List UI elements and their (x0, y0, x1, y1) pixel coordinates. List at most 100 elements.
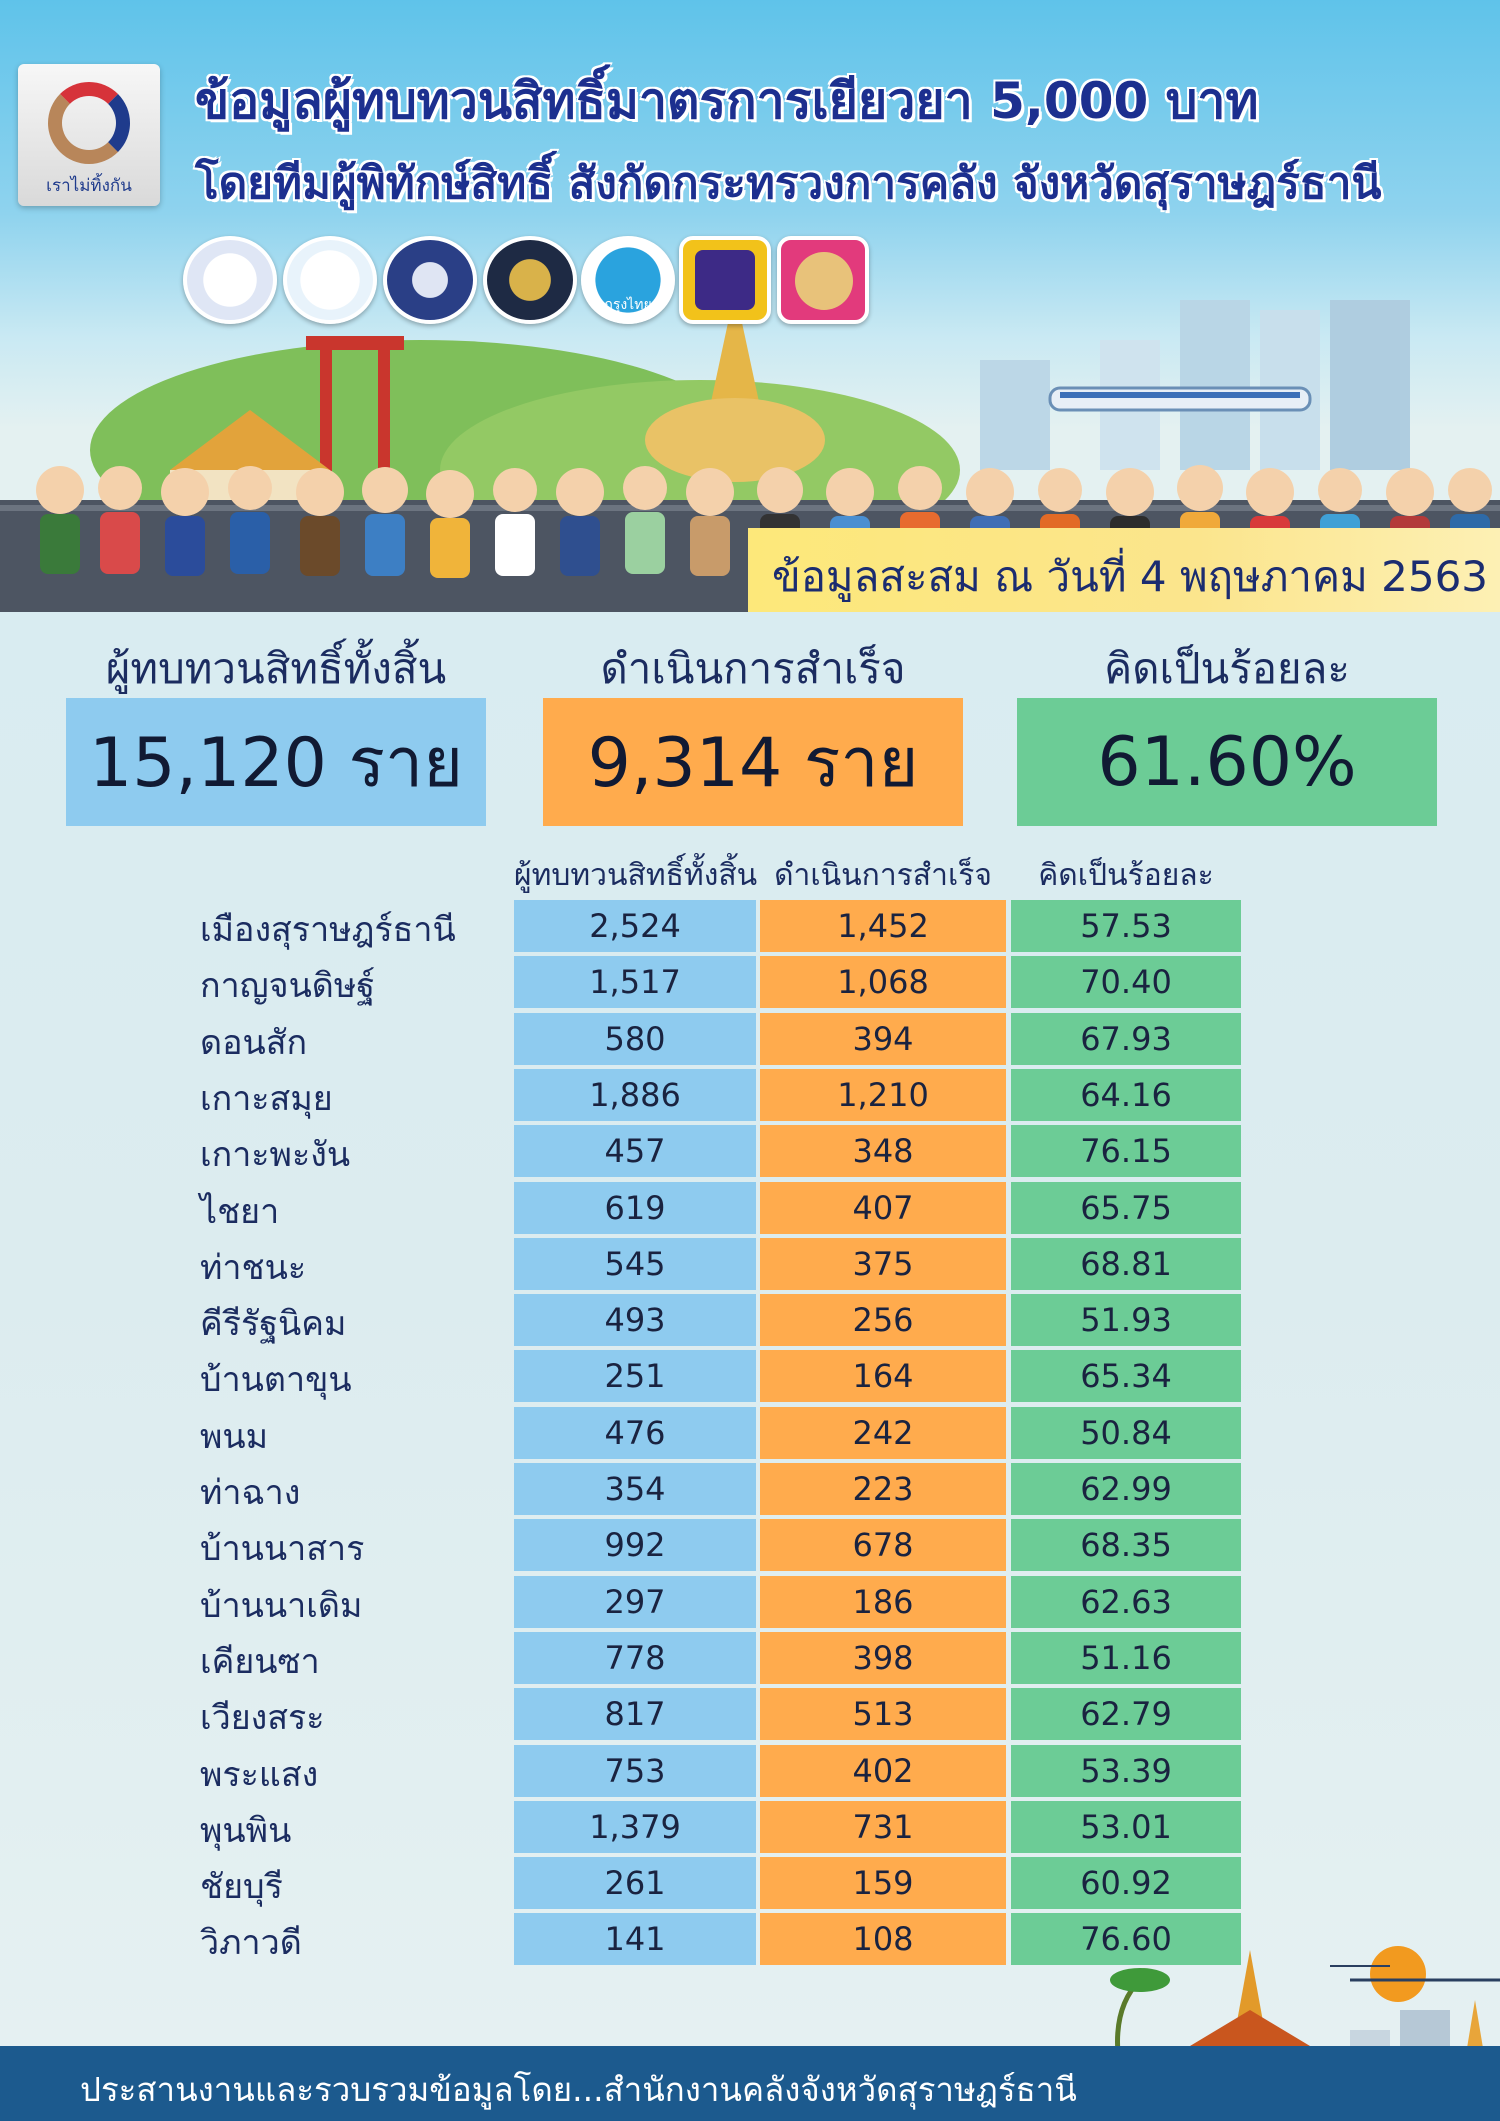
logo-text: เราไม่ทิ้งกัน (46, 176, 132, 196)
district-name: เคียนซา (200, 1641, 320, 1682)
district-name: พนม (200, 1416, 269, 1457)
summary-done-value: 9,314 ราย (543, 698, 963, 826)
total-cell: 2,524 (514, 900, 756, 952)
done-cell: 256 (760, 1294, 1006, 1347)
done-cell: 407 (760, 1181, 1006, 1234)
pct-cell: 76.15 (1011, 1125, 1241, 1178)
total-cell: 619 (514, 1181, 756, 1234)
done-cell: 242 (760, 1406, 1006, 1459)
footer-bar (0, 2046, 1500, 2121)
table-row: พนม 476 242 50.84 (0, 1406, 1500, 1459)
total-cell: 753 (514, 1744, 756, 1797)
government-savings-bank-icon (679, 236, 771, 324)
total-cell: 778 (514, 1631, 756, 1684)
pct-cell: 57.53 (1011, 900, 1241, 952)
total-cell: 261 (514, 1857, 756, 1910)
pct-cell: 51.93 (1011, 1294, 1241, 1347)
table-row: ท่าฉาง 354 223 62.99 (0, 1463, 1500, 1515)
district-name: ชัยบุรี (200, 1867, 283, 1908)
done-cell: 375 (760, 1237, 1006, 1290)
treasury-seal-icon (283, 236, 377, 324)
district-name: พุนพิน (200, 1810, 292, 1851)
krungthai-bank-icon: กรุงไทย (581, 236, 675, 324)
table-row: ท่าชนะ 545 375 68.81 (0, 1237, 1500, 1290)
city-illustration (0, 300, 1500, 612)
total-cell: 580 (514, 1012, 756, 1065)
column-header-pct: คิดเป็นร้อยละ (1038, 858, 1214, 893)
pct-cell: 70.40 (1011, 956, 1241, 1009)
table-row: กาญจนดิษฐ์ 1,517 1,068 70.40 (0, 956, 1500, 1009)
district-name: เกาะสมุย (200, 1078, 333, 1119)
district-name: พระแสง (200, 1754, 319, 1795)
summary-pct-label: คิดเป็นร้อยละ (1104, 644, 1350, 693)
total-cell: 1,379 (514, 1800, 756, 1853)
table-row: ดอนสัก 580 394 67.93 (0, 1012, 1500, 1065)
summary-pct-value: 61.60% (1017, 698, 1437, 826)
campaign-logo: เราไม่ทิ้งกัน (18, 64, 160, 206)
district-name: บ้านนาเดิม (200, 1585, 363, 1626)
summary-done-label: ดำเนินการสำเร็จ (600, 644, 906, 693)
pct-cell: 65.75 (1011, 1181, 1241, 1234)
district-name: เกาะพะงัน (200, 1135, 351, 1176)
pct-cell: 62.99 (1011, 1463, 1241, 1515)
district-name: ท่าฉาง (200, 1473, 301, 1513)
done-cell: 402 (760, 1744, 1006, 1797)
summary-total-label: ผู้ทบทวนสิทธิ์ทั้งสิ้น (105, 644, 447, 693)
done-cell: 108 (760, 1913, 1006, 1966)
table-row: พุนพิน 1,379 731 53.01 (0, 1800, 1500, 1853)
district-name: คีรีรัฐนิคม (200, 1304, 347, 1345)
table-row: คีรีรัฐนิคม 493 256 51.93 (0, 1294, 1500, 1347)
pct-cell: 50.84 (1011, 1406, 1241, 1459)
done-cell: 398 (760, 1631, 1006, 1684)
table-row: เคียนซา 778 398 51.16 (0, 1631, 1500, 1684)
total-cell: 251 (514, 1350, 756, 1403)
table-row: วิภาวดี 141 108 76.60 (0, 1913, 1500, 1966)
table-row: เวียงสระ 817 513 62.79 (0, 1688, 1500, 1741)
table-row: บ้านตาขุน 251 164 65.34 (0, 1350, 1500, 1403)
done-cell: 164 (760, 1350, 1006, 1403)
district-name: ดอนสัก (200, 1022, 308, 1063)
total-cell: 817 (514, 1688, 756, 1741)
data-as-of-date: ข้อมูลสะสม ณ วันที่ 4 พฤษภาคม 2563 (772, 552, 1489, 601)
table-row: ไชยา 619 407 65.75 (0, 1181, 1500, 1234)
total-cell: 493 (514, 1294, 756, 1347)
done-cell: 394 (760, 1012, 1006, 1065)
pct-cell: 53.01 (1011, 1800, 1241, 1853)
total-cell: 141 (514, 1913, 756, 1966)
table-row: บ้านนาสาร 992 678 68.35 (0, 1519, 1500, 1572)
total-cell: 545 (514, 1237, 756, 1290)
table-row: ชัยบุรี 261 159 60.92 (0, 1857, 1500, 1910)
done-cell: 159 (760, 1857, 1006, 1910)
pct-cell: 62.63 (1011, 1575, 1241, 1628)
done-cell: 223 (760, 1463, 1006, 1515)
district-name: วิภาวดี (200, 1923, 302, 1964)
total-cell: 1,517 (514, 956, 756, 1009)
district-name: เมืองสุราษฎร์ธานี (200, 910, 456, 950)
done-cell: 513 (760, 1688, 1006, 1741)
krungthai-label: กรุงไทย (604, 297, 652, 313)
page-title: ข้อมูลผู้ทบทวนสิทธิ์มาตรการเยียวยา 5,000… (195, 72, 1259, 130)
district-name: กาญจนดิษฐ์ (200, 966, 376, 1007)
pct-cell: 64.16 (1011, 1068, 1241, 1121)
table-row: เกาะพะงัน 457 348 76.15 (0, 1125, 1500, 1178)
footer-credit: ประสานงานและรวบรวมข้อมูลโดย...สำนักงานคล… (80, 2070, 1077, 2109)
provincial-finance-seal-icon (777, 236, 869, 324)
header-banner: เราไม่ทิ้งกัน ข้อมูลผู้ทบทวนสิทธิ์มาตรกา… (0, 0, 1500, 612)
total-cell: 297 (514, 1575, 756, 1628)
comptroller-general-seal-icon (183, 236, 277, 324)
district-name: บ้านตาขุน (200, 1360, 352, 1401)
summary-total-value: 15,120 ราย (66, 698, 486, 826)
table-row: บ้านนาเดิม 297 186 62.63 (0, 1575, 1500, 1628)
pct-cell: 51.16 (1011, 1631, 1241, 1684)
table-row: เกาะสมุย 1,886 1,210 64.16 (0, 1068, 1500, 1121)
table-row: พระแสง 753 402 53.39 (0, 1744, 1500, 1797)
total-cell: 457 (514, 1125, 756, 1178)
pct-cell: 60.92 (1011, 1857, 1241, 1910)
total-cell: 1,886 (514, 1068, 756, 1121)
done-cell: 678 (760, 1519, 1006, 1572)
pct-cell: 65.34 (1011, 1350, 1241, 1403)
district-name: บ้านนาสาร (200, 1529, 365, 1570)
total-cell: 354 (514, 1463, 756, 1515)
page-subtitle: โดยทีมผู้พิทักษ์สิทธิ์ สังกัดกระทรวงการค… (195, 158, 1382, 209)
column-header-done: ดำเนินการสำเร็จ (774, 858, 992, 893)
